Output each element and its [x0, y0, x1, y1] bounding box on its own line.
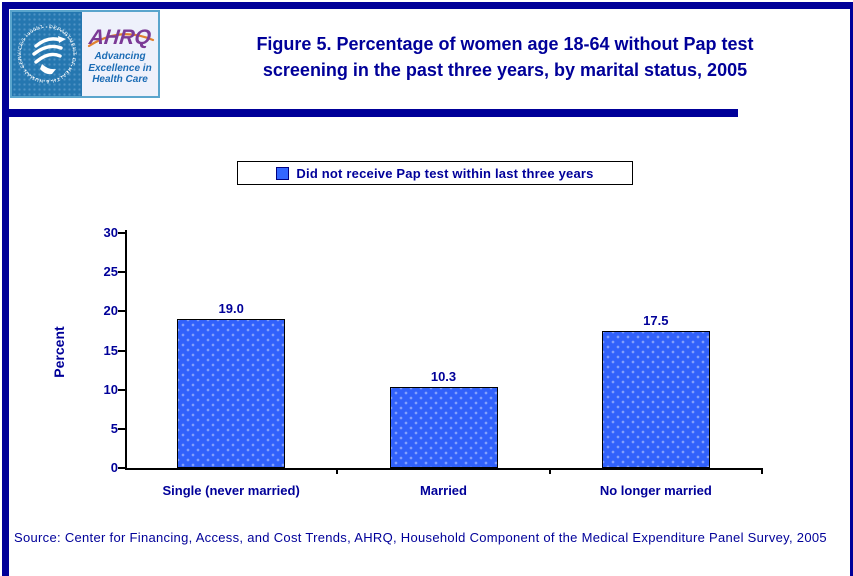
- ahrq-tagline: Advancing Excellence in Health Care: [88, 51, 151, 86]
- bar-3: [601, 330, 710, 468]
- hhs-seal: DEPARTMENT OF HEALTH & HUMAN SERVICES \u…: [10, 8, 82, 96]
- y-tick-label: 10: [103, 381, 118, 397]
- header-divider-bar: [2, 109, 738, 117]
- ahrq-tagline-line: Excellence in: [88, 62, 152, 74]
- x-category-label: Single (never married): [162, 483, 300, 498]
- y-tick-mark: [118, 427, 125, 430]
- hhs-ahrq-logo: DEPARTMENT OF HEALTH & HUMAN SERVICES \u…: [10, 8, 160, 98]
- legend-marker-swatch: [276, 166, 290, 180]
- bar-value-label: 10.3: [430, 369, 457, 385]
- figure-title: Figure 5. Percentage of women age 18-64 …: [170, 31, 840, 83]
- y-tick-mark: [118, 310, 125, 313]
- legend-label: Did not receive Pap test within last thr…: [296, 165, 594, 181]
- y-tick-mark: [118, 349, 125, 352]
- bar-2: [389, 387, 498, 468]
- x-tick-mark: [336, 468, 339, 474]
- ahrq-logo-panel: AHRQ Advancing Excellence in Health Care: [82, 12, 158, 96]
- figure-title-line1: Figure 5. Percentage of women age 18-64 …: [256, 34, 754, 54]
- y-axis-title: Percent: [51, 326, 67, 378]
- y-tick-mark: [118, 467, 125, 469]
- y-axis-line: [125, 230, 127, 470]
- ahrq-swoosh-icon: [87, 33, 155, 48]
- y-tick-label: 30: [103, 225, 118, 240]
- x-tick-mark: [761, 468, 763, 474]
- y-tick-label: 15: [103, 342, 118, 358]
- hhs-eagle-icon: DEPARTMENT OF HEALTH & HUMAN SERVICES \u…: [10, 8, 77, 84]
- bar-1: [177, 319, 286, 468]
- source-note: Source: Center for Financing, Access, an…: [14, 530, 827, 545]
- x-category-label: No longer married: [599, 483, 712, 498]
- bar-value-label: 17.5: [643, 312, 669, 328]
- figure-title-line2: screening in the past three years, by ma…: [262, 60, 748, 80]
- y-tick-label: 25: [103, 264, 118, 280]
- y-tick-mark: [118, 271, 125, 274]
- ahrq-tagline-line: Advancing: [94, 51, 146, 63]
- ahrq-tagline-line: Health Care: [92, 74, 148, 86]
- x-tick-mark: [548, 468, 551, 474]
- y-tick-label: 5: [110, 420, 118, 436]
- y-tick-mark: [118, 388, 125, 391]
- bar-value-label: 19.0: [218, 301, 244, 317]
- x-axis-line: [125, 468, 762, 470]
- y-tick-label: 0: [110, 460, 118, 475]
- y-tick-label: 20: [103, 303, 118, 319]
- chart-legend: Did not receive Pap test within last thr…: [237, 161, 633, 185]
- y-tick-mark: [118, 232, 125, 234]
- x-category-label: Married: [420, 483, 467, 498]
